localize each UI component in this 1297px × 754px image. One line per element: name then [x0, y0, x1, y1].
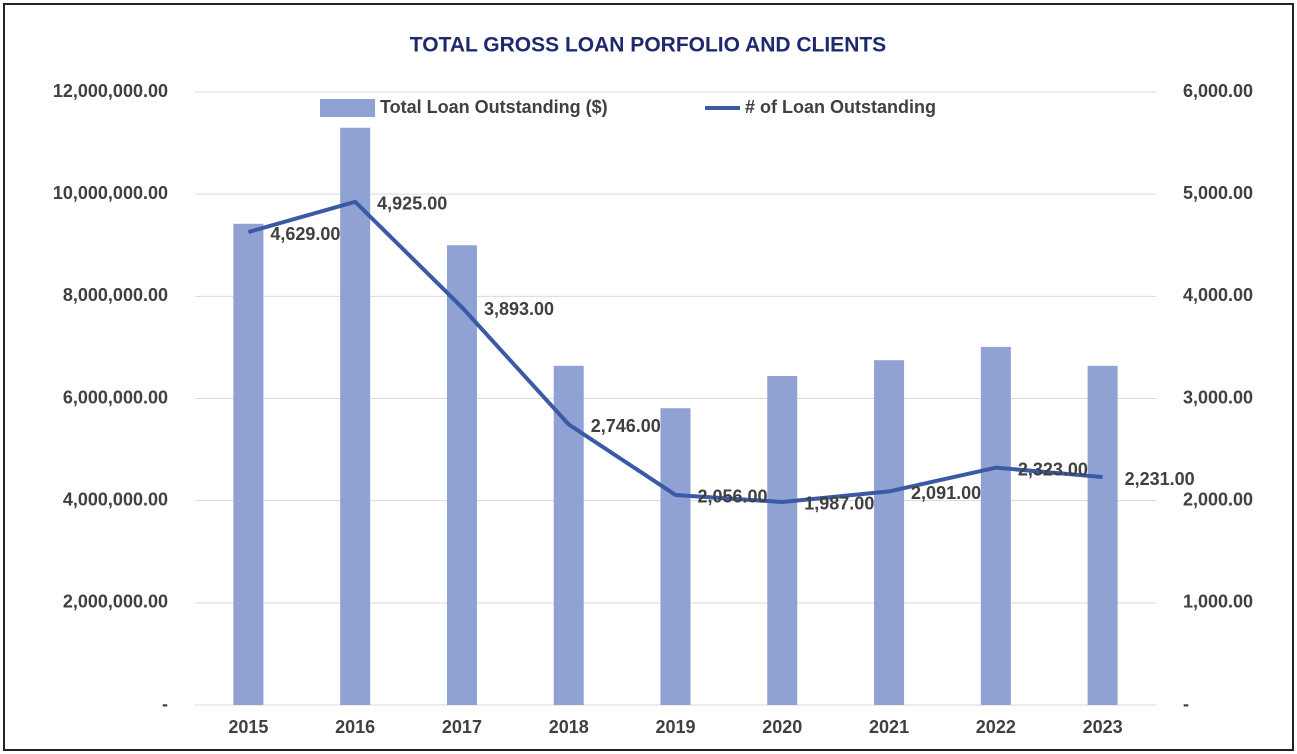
- x-tick-label: 2022: [976, 717, 1016, 737]
- y-tick-label: 12,000,000.00: [53, 81, 168, 101]
- bar: [446, 245, 477, 705]
- x-tick-label: 2017: [442, 717, 482, 737]
- data-label: 4,629.00: [270, 224, 340, 244]
- x-tick-label: 2016: [335, 717, 375, 737]
- y2-tick-label: 1,000.00: [1183, 592, 1253, 612]
- y-tick-label: 2,000,000.00: [63, 592, 168, 612]
- y2-tick-label: 4,000.00: [1183, 285, 1253, 305]
- data-label: 4,925.00: [377, 194, 447, 214]
- y2-tick-label: 5,000.00: [1183, 183, 1253, 203]
- y2-tick-label: -: [1183, 694, 1189, 714]
- y2-tick-label: 3,000.00: [1183, 387, 1253, 407]
- legend-label: Total Loan Outstanding ($): [380, 97, 608, 117]
- data-label: 2,056.00: [698, 487, 768, 507]
- y-tick-label: -: [162, 694, 168, 714]
- bar: [233, 223, 264, 706]
- data-label: 2,746.00: [591, 416, 661, 436]
- chart-title: TOTAL GROSS LOAN PORFOLIO AND CLIENTS: [410, 34, 886, 57]
- bar: [767, 376, 798, 705]
- data-label: 1,987.00: [804, 494, 874, 514]
- bar: [1087, 365, 1118, 705]
- y-tick-label: 6,000,000.00: [63, 387, 168, 407]
- bar: [660, 408, 691, 705]
- line: [247, 199, 1103, 504]
- x-tick-label: 2023: [1083, 717, 1123, 737]
- data-label: 3,893.00: [484, 299, 554, 319]
- data-label: 2,323.00: [1018, 459, 1088, 479]
- bar: [340, 127, 371, 706]
- x-tick-label: 2015: [228, 717, 268, 737]
- legend-swatch: [320, 99, 375, 117]
- x-tick-label: 2019: [655, 717, 695, 737]
- x-tick-label: 2021: [869, 717, 909, 737]
- bar: [980, 346, 1011, 705]
- x-tick-label: 2020: [762, 717, 802, 737]
- y-tick-label: 10,000,000.00: [53, 183, 168, 203]
- x-tick-label: 2018: [549, 717, 589, 737]
- data-label: 2,091.00: [911, 483, 981, 503]
- y-tick-label: 4,000,000.00: [63, 489, 168, 509]
- y2-tick-label: 6,000.00: [1183, 81, 1253, 101]
- y-tick-label: 8,000,000.00: [63, 285, 168, 305]
- bar: [553, 365, 584, 705]
- y2-tick-label: 2,000.00: [1183, 489, 1253, 509]
- chart-border: [3, 3, 1294, 751]
- bar: [874, 360, 905, 705]
- data-label: 2,231.00: [1125, 469, 1195, 489]
- legend-label: # of Loan Outstanding: [745, 97, 936, 117]
